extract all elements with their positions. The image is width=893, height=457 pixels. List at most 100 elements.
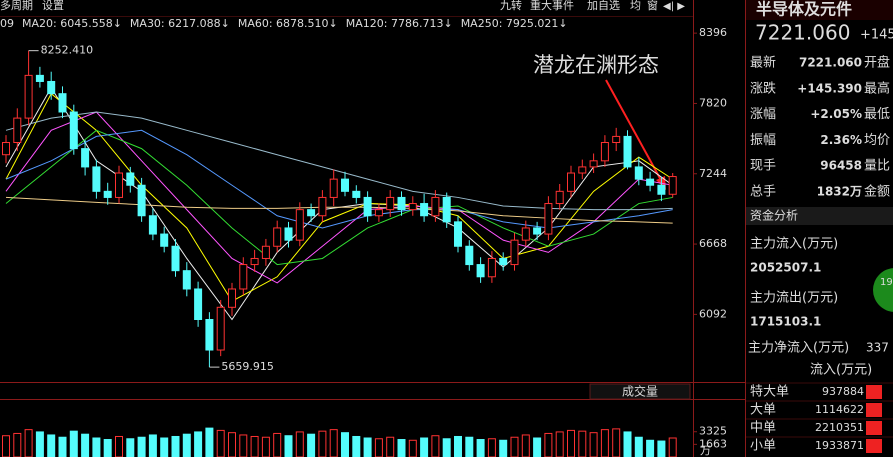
volume-title: 成交量 <box>622 384 658 399</box>
candle-body <box>555 190 564 205</box>
volume-bar <box>250 435 259 457</box>
volume-bar <box>544 432 553 457</box>
quote-label: 振幅 <box>750 133 776 148</box>
toolbar-item[interactable]: 多周期 <box>0 0 33 12</box>
table-value: 1114622 <box>815 403 864 416</box>
candle-body <box>600 142 609 162</box>
volume-bar <box>35 431 44 457</box>
quote-value: +145.390 <box>797 81 862 95</box>
panel-title-bg <box>746 0 893 20</box>
ma-legend: MA20: 6045.558↓ <box>22 17 122 30</box>
candle-body <box>205 319 214 351</box>
panel-title: 半导体及元件 <box>756 0 852 19</box>
candle-body <box>420 203 429 217</box>
toolbar-button[interactable]: 加自选 <box>587 0 620 12</box>
volume-bar <box>352 435 361 457</box>
panel-change: +145 <box>860 28 893 43</box>
volume-bar <box>499 439 508 457</box>
volume-bar <box>634 436 643 457</box>
toolbar-item[interactable]: 设置 <box>42 0 64 12</box>
volume-bar <box>205 427 214 457</box>
candle-body <box>578 166 587 174</box>
volume-bar <box>578 430 587 457</box>
table-label: 中单 <box>750 421 776 436</box>
toolbar-button[interactable]: 均 <box>630 0 641 12</box>
candle-body <box>634 166 643 180</box>
candle-body <box>431 196 440 217</box>
candle-body <box>363 196 372 217</box>
volume-bar <box>589 432 598 457</box>
candle-body <box>408 203 417 211</box>
volume-bar <box>2 435 10 457</box>
volume-bar <box>341 432 349 457</box>
candle-body <box>24 74 33 119</box>
volume-bar <box>182 433 191 457</box>
table-value: 2210351 <box>815 421 864 434</box>
candle-body <box>216 306 225 351</box>
volume-bar <box>408 439 417 457</box>
volume-bar <box>239 434 248 457</box>
toolbar-button[interactable]: 重大事件 <box>530 0 574 12</box>
candle-body <box>69 111 78 150</box>
quote-label: 量比 <box>864 159 890 174</box>
toolbar-button[interactable]: 窗 <box>647 0 658 12</box>
volume-bar <box>668 437 677 457</box>
volume-bar <box>92 437 101 457</box>
volume-bar <box>623 431 632 457</box>
volume-bar <box>58 436 67 457</box>
volume-bar <box>454 435 462 457</box>
volume-bar <box>374 438 383 457</box>
quote-label: 现手 <box>750 159 776 174</box>
table-bar <box>866 439 882 453</box>
toolbar-button[interactable]: 九转 <box>500 0 522 12</box>
candle-body <box>194 288 203 321</box>
volume-bar <box>442 438 451 457</box>
fund-label: 主力净流入(万元) <box>748 341 849 356</box>
candle-body <box>239 264 248 290</box>
y-tick-label: 6092 <box>699 307 727 320</box>
volume-tab[interactable] <box>589 383 691 400</box>
candle-body <box>533 227 542 235</box>
volume-bar <box>115 435 123 457</box>
fund-header-bg <box>746 207 893 225</box>
candle-body <box>397 196 406 211</box>
fund-title: 资金分析 <box>750 208 798 223</box>
quote-label: 最低 <box>864 107 890 122</box>
volume-bar <box>194 431 203 457</box>
candle-body <box>623 135 632 168</box>
y-tick-label: 8396 <box>699 26 727 39</box>
table-value: 937884 <box>822 385 864 398</box>
ma-legend: MA250: 7925.021↓ <box>461 17 568 30</box>
annotation-arrow <box>605 79 663 183</box>
volume-bar <box>386 436 395 457</box>
volume-bar <box>216 429 225 457</box>
volume-bar <box>160 437 169 457</box>
ma-line <box>5 129 673 229</box>
candle-body <box>58 93 67 113</box>
candle-body <box>657 184 666 195</box>
fund-value: 1715103.1 <box>750 315 821 329</box>
volume-bar <box>261 436 270 457</box>
table-value: 1933871 <box>815 439 864 452</box>
y-tick-label: 7244 <box>699 167 727 180</box>
quote-label: 均价 <box>864 133 890 148</box>
candle-body <box>499 257 508 266</box>
quote-label: 最新 <box>750 55 776 71</box>
volume-bar <box>148 434 157 457</box>
candle-body <box>476 264 485 278</box>
candle-body <box>35 74 44 82</box>
quote-value: 7221.060 <box>799 56 862 70</box>
candle-body <box>352 190 361 198</box>
volume-bar <box>273 432 282 457</box>
nav-arrows[interactable]: ◀| ▶ <box>663 1 685 12</box>
candle-body <box>510 239 519 266</box>
quote-value: 1832万 <box>817 185 862 199</box>
ma-line <box>5 129 673 266</box>
ma-line <box>5 92 673 302</box>
table-header: 流入(万元) <box>810 363 872 378</box>
quote-label: 开盘 <box>864 55 890 71</box>
candle-body <box>115 172 123 198</box>
table-bar <box>866 421 882 435</box>
